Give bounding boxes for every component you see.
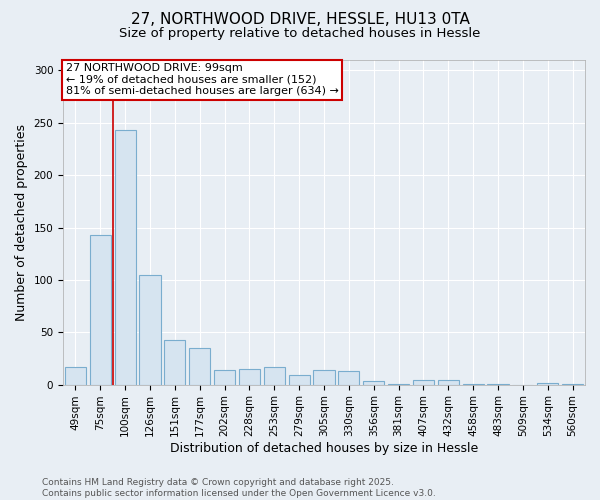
- Bar: [139, 274, 161, 384]
- Text: Contains HM Land Registry data © Crown copyright and database right 2025.
Contai: Contains HM Land Registry data © Crown c…: [42, 478, 436, 498]
- Bar: [214, 370, 235, 384]
- Text: 27, NORTHWOOD DRIVE, HESSLE, HU13 0TA: 27, NORTHWOOD DRIVE, HESSLE, HU13 0TA: [131, 12, 469, 28]
- Bar: [338, 371, 359, 384]
- Text: 27 NORTHWOOD DRIVE: 99sqm
← 19% of detached houses are smaller (152)
81% of semi: 27 NORTHWOOD DRIVE: 99sqm ← 19% of detac…: [65, 63, 338, 96]
- Bar: [438, 380, 459, 384]
- Text: Size of property relative to detached houses in Hessle: Size of property relative to detached ho…: [119, 28, 481, 40]
- Bar: [363, 382, 384, 384]
- Bar: [189, 348, 210, 385]
- Y-axis label: Number of detached properties: Number of detached properties: [15, 124, 28, 321]
- Bar: [90, 235, 111, 384]
- Bar: [537, 382, 558, 384]
- Bar: [264, 367, 285, 384]
- Bar: [413, 380, 434, 384]
- Bar: [289, 375, 310, 384]
- Bar: [239, 369, 260, 384]
- Bar: [164, 340, 185, 384]
- Bar: [65, 367, 86, 384]
- Bar: [313, 370, 335, 384]
- Bar: [115, 130, 136, 384]
- X-axis label: Distribution of detached houses by size in Hessle: Distribution of detached houses by size …: [170, 442, 478, 455]
